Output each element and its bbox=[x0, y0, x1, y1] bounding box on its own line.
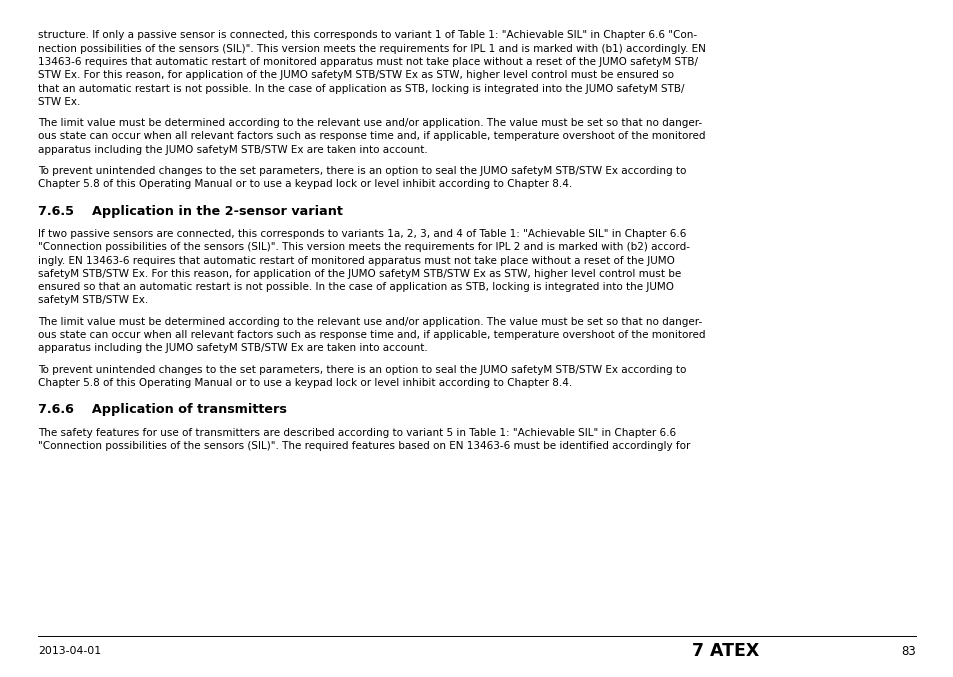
Text: 2013-04-01: 2013-04-01 bbox=[38, 647, 101, 656]
Text: STW Ex. For this reason, for application of the JUMO safetyM STB/STW Ex as STW, : STW Ex. For this reason, for application… bbox=[38, 70, 674, 81]
Text: 7 ATEX: 7 ATEX bbox=[691, 642, 758, 660]
Text: If two passive sensors are connected, this corresponds to variants 1a, 2, 3, and: If two passive sensors are connected, th… bbox=[38, 229, 686, 239]
Text: ingly. EN 13463-6 requires that automatic restart of monitored apparatus must no: ingly. EN 13463-6 requires that automati… bbox=[38, 256, 675, 265]
Text: structure. If only a passive sensor is connected, this corresponds to variant 1 : structure. If only a passive sensor is c… bbox=[38, 30, 697, 41]
Text: ous state can occur when all relevant factors such as response time and, if appl: ous state can occur when all relevant fa… bbox=[38, 131, 705, 141]
Text: Chapter 5.8 of this Operating Manual or to use a keypad lock or level inhibit ac: Chapter 5.8 of this Operating Manual or … bbox=[38, 378, 572, 388]
Text: ensured so that an automatic restart is not possible. In the case of application: ensured so that an automatic restart is … bbox=[38, 282, 674, 292]
Text: nection possibilities of the sensors (SIL)". This version meets the requirements: nection possibilities of the sensors (SI… bbox=[38, 44, 705, 53]
Text: 7.6.6    Application of transmitters: 7.6.6 Application of transmitters bbox=[38, 403, 287, 416]
Text: STW Ex.: STW Ex. bbox=[38, 97, 80, 107]
Text: The limit value must be determined according to the relevant use and/or applicat: The limit value must be determined accor… bbox=[38, 317, 701, 327]
Text: 83: 83 bbox=[901, 645, 915, 658]
Text: ous state can occur when all relevant factors such as response time and, if appl: ous state can occur when all relevant fa… bbox=[38, 330, 705, 340]
Text: "Connection possibilities of the sensors (SIL)". The required features based on : "Connection possibilities of the sensors… bbox=[38, 441, 690, 451]
Text: safetyM STB/STW Ex. For this reason, for application of the JUMO safetyM STB/STW: safetyM STB/STW Ex. For this reason, for… bbox=[38, 269, 680, 279]
Text: The safety features for use of transmitters are described according to variant 5: The safety features for use of transmitt… bbox=[38, 428, 676, 437]
Text: safetyM STB/STW Ex.: safetyM STB/STW Ex. bbox=[38, 295, 149, 305]
Text: To prevent unintended changes to the set parameters, there is an option to seal : To prevent unintended changes to the set… bbox=[38, 166, 686, 176]
Text: To prevent unintended changes to the set parameters, there is an option to seal : To prevent unintended changes to the set… bbox=[38, 365, 686, 375]
Text: apparatus including the JUMO safetyM STB/STW Ex are taken into account.: apparatus including the JUMO safetyM STB… bbox=[38, 145, 428, 155]
Text: that an automatic restart is not possible. In the case of application as STB, lo: that an automatic restart is not possibl… bbox=[38, 83, 684, 93]
Text: The limit value must be determined according to the relevant use and/or applicat: The limit value must be determined accor… bbox=[38, 118, 701, 128]
Text: 13463-6 requires that automatic restart of monitored apparatus must not take pla: 13463-6 requires that automatic restart … bbox=[38, 57, 698, 67]
Text: 7.6.5    Application in the 2-sensor variant: 7.6.5 Application in the 2-sensor varian… bbox=[38, 205, 343, 218]
Text: "Connection possibilities of the sensors (SIL)". This version meets the requirem: "Connection possibilities of the sensors… bbox=[38, 242, 689, 253]
Text: apparatus including the JUMO safetyM STB/STW Ex are taken into account.: apparatus including the JUMO safetyM STB… bbox=[38, 343, 428, 353]
Text: Chapter 5.8 of this Operating Manual or to use a keypad lock or level inhibit ac: Chapter 5.8 of this Operating Manual or … bbox=[38, 179, 572, 190]
